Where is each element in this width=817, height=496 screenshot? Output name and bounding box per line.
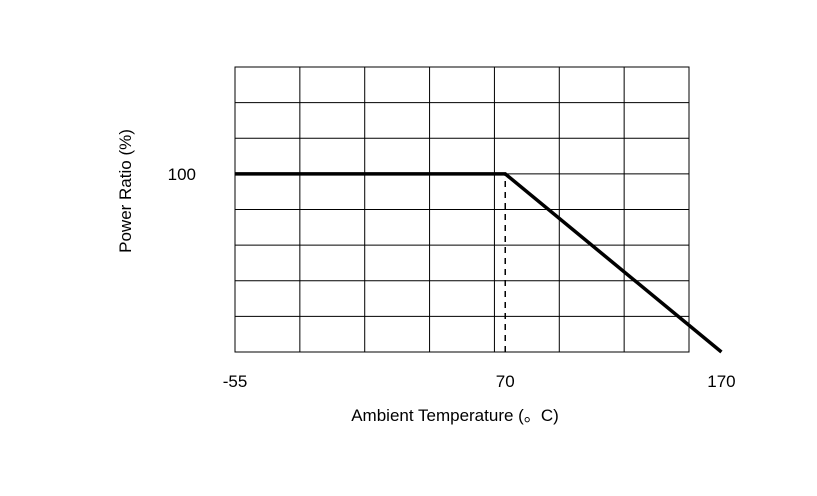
derating-curve-line — [235, 172, 723, 354]
x-tick-label: 70 — [496, 372, 515, 391]
x-tick-label: -55 — [223, 372, 248, 391]
y-tick-label: 100 — [168, 165, 196, 184]
x-tick-label: 170 — [707, 372, 735, 391]
series-group — [235, 172, 723, 354]
x-tick-labels: -55 70 170 — [223, 372, 736, 391]
y-axis-label: Power Ratio (%) — [116, 129, 135, 253]
x-axis-label: Ambient Temperature (。C) — [351, 406, 559, 425]
y-tick-labels: 100 — [168, 165, 196, 184]
